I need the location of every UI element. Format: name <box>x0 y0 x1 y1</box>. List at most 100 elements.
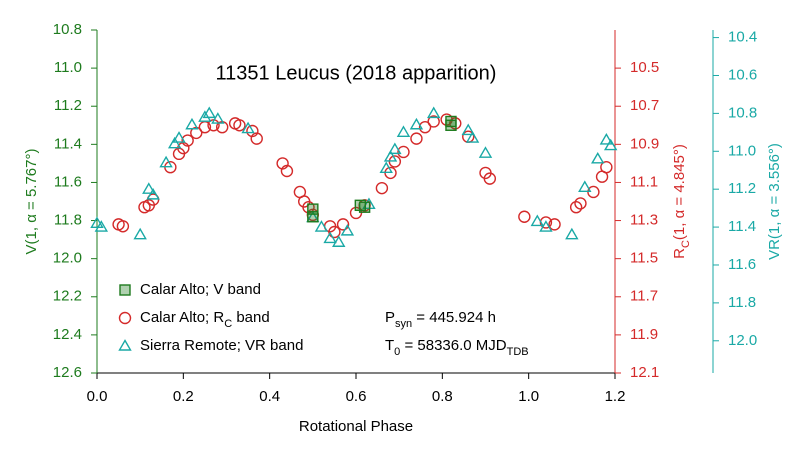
y3-tick-label: 11.0 <box>728 142 756 159</box>
circle-marker <box>181 134 194 147</box>
chart-title: 11351 Leucus (2018 apparition) <box>216 62 497 84</box>
circle-marker <box>548 218 561 231</box>
y-tick-label: 11.8 <box>54 212 82 229</box>
y3-tick-label: 12.0 <box>728 332 757 349</box>
triangle-marker <box>388 142 402 155</box>
triangle-marker <box>241 121 255 134</box>
annotation-part: TDB <box>507 346 529 358</box>
triangle-marker <box>90 216 104 228</box>
legend-marker <box>118 339 132 351</box>
square-marker <box>307 203 319 215</box>
y2-tick-label: 10.5 <box>630 59 659 76</box>
triangle-marker <box>94 220 109 232</box>
y2-tick-label: 11.1 <box>630 173 658 190</box>
circle-marker <box>250 132 263 145</box>
circle-marker <box>410 132 423 145</box>
triangle-marker <box>198 110 212 122</box>
y2-tick-label: 10.7 <box>630 97 659 114</box>
annotation-part: P <box>385 309 395 326</box>
triangle-marker <box>539 220 553 232</box>
y2-tick-label: 11.3 <box>630 212 658 229</box>
circle-marker <box>246 124 259 138</box>
triangle-marker <box>396 125 411 138</box>
triangle-marker <box>426 106 441 119</box>
y-tick-label: 10.8 <box>53 21 82 38</box>
triangle-marker <box>340 223 355 236</box>
y2-tick-label: 11.9 <box>630 326 658 343</box>
x-tick-label: 1.0 <box>518 388 539 405</box>
y2-axis-label-part: (1, α = 4.845°) <box>671 144 688 240</box>
y3-tick-label: 11.2 <box>728 180 756 197</box>
triangle-marker <box>202 106 216 119</box>
legend-label: Calar Alto; RC band <box>140 309 270 330</box>
circle-marker <box>336 218 350 231</box>
triangle-marker <box>146 187 160 200</box>
y-tick-label: 11.4 <box>54 135 82 152</box>
y3-tick-label: 10.8 <box>728 104 757 121</box>
annotation: T0 = 58336.0 MJDTDB <box>385 337 529 358</box>
triangle-marker <box>379 161 393 174</box>
y3-tick-label: 11.6 <box>728 256 756 273</box>
triangle-marker <box>185 117 199 130</box>
annotation-part: = 58336.0 MJD <box>400 337 506 354</box>
y-tick-label: 12.4 <box>53 326 82 343</box>
triangle-marker <box>461 123 475 136</box>
triangle-marker <box>591 151 605 164</box>
annotation-part: T <box>385 337 394 354</box>
x-tick-label: 0.4 <box>259 388 280 405</box>
circle-marker <box>427 115 440 128</box>
triangle-marker <box>465 131 480 143</box>
legend-label-part: band <box>232 309 270 326</box>
y2-tick-label: 11.7 <box>630 288 658 305</box>
y2-axis-label-part: C <box>680 240 692 248</box>
y3-tick-label: 10.6 <box>728 66 757 83</box>
circle-marker <box>397 145 410 159</box>
y-tick-label: 11.6 <box>54 173 82 190</box>
legend-marker <box>118 311 132 325</box>
y-tick-label: 12.2 <box>53 288 82 305</box>
circle-marker <box>280 164 294 178</box>
triangle-marker <box>159 155 173 168</box>
circle-marker <box>600 160 613 174</box>
square-marker <box>307 211 319 223</box>
circle-marker <box>116 220 130 233</box>
y2-tick-label: 10.9 <box>630 135 659 152</box>
triangle-marker <box>530 214 545 227</box>
y3-tick-label: 11.4 <box>728 218 756 235</box>
x-tick-label: 0.0 <box>87 388 108 405</box>
y2-axis-label: RC(1, α = 4.845°) <box>671 144 692 259</box>
triangle-marker <box>211 112 225 124</box>
x-tick-label: 0.2 <box>173 388 194 405</box>
legend-marker <box>119 284 131 296</box>
triangle-marker <box>167 136 182 149</box>
annotation-part: syn <box>395 318 412 330</box>
triangle-marker <box>172 131 186 143</box>
triangle-marker <box>332 235 346 247</box>
legend-label: Calar Alto; V band <box>140 281 261 298</box>
y2-axis-label-part: R <box>671 248 688 259</box>
circle-marker <box>569 201 583 214</box>
y-tick-label: 12.0 <box>53 250 82 267</box>
circle-marker <box>574 197 587 210</box>
annotation-part: = 445.924 h <box>412 309 496 326</box>
circle-marker <box>483 172 497 185</box>
legend-label-part: C <box>224 318 232 330</box>
y3-axis-label: VR(1, α = 3.556°) <box>766 143 783 260</box>
triangle-marker <box>599 133 614 145</box>
circle-marker <box>328 225 341 239</box>
y3-tick-label: 10.4 <box>728 29 757 46</box>
x-axis-label: Rotational Phase <box>299 418 413 435</box>
triangle-marker <box>603 138 618 151</box>
circle-marker <box>418 120 432 134</box>
circle-marker <box>518 210 531 223</box>
circle-marker <box>375 181 389 195</box>
y-tick-label: 12.6 <box>53 364 82 381</box>
x-tick-label: 1.2 <box>605 388 626 405</box>
triangle-marker <box>383 150 398 162</box>
y-axis-label: V(1, α = 5.767°) <box>23 149 40 255</box>
legend-label-part: Calar Alto; R <box>140 309 224 326</box>
square-marker <box>358 201 371 213</box>
square-marker <box>445 119 457 131</box>
triangle-marker <box>323 231 337 244</box>
